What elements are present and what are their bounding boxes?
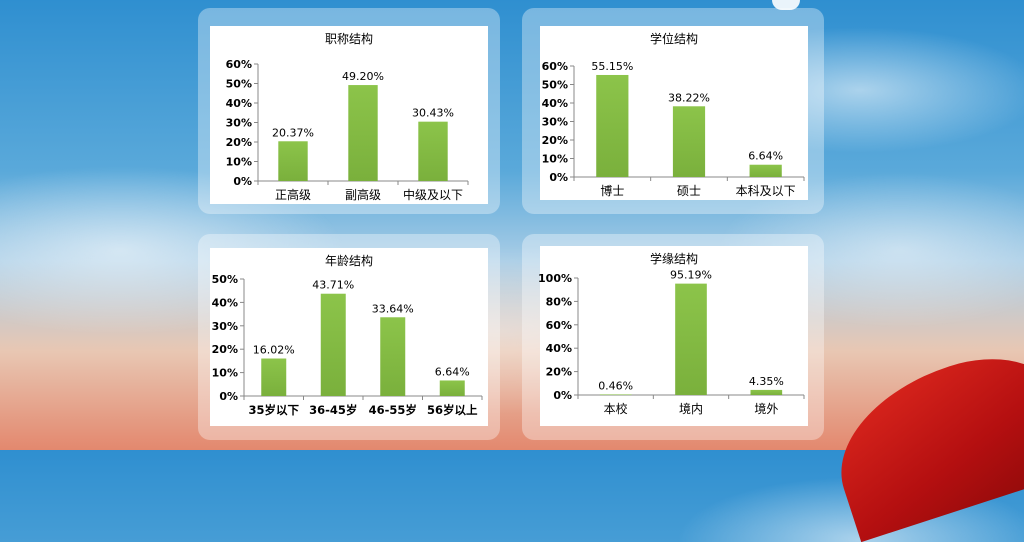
x-tick-label: 境内 xyxy=(679,401,703,416)
x-tick-label: 境外 xyxy=(754,401,778,416)
bar xyxy=(599,394,632,396)
data-label: 6.64% xyxy=(748,150,783,163)
y-tick-label: 40% xyxy=(546,342,572,355)
y-tick-label: 20% xyxy=(542,134,568,147)
y-tick-label: 80% xyxy=(546,295,572,308)
y-tick-label: 10% xyxy=(212,367,238,380)
chart-panel-title-structure: 职称结构 0% 10% 20% 30% 40% 50% 60% 20.37% 正高级 49.20%… xyxy=(198,8,500,214)
data-label: 33.64% xyxy=(372,302,414,315)
y-tick-label: 0% xyxy=(233,175,252,188)
data-label: 38.22% xyxy=(668,91,710,104)
chart-academic-origin: 学缘结构 0% 20% 40% 60% 80% 100% 0.46% 本校 95.19% 境内 4.… xyxy=(538,246,808,426)
bar xyxy=(320,293,346,396)
y-tick-label: 100% xyxy=(538,272,572,285)
red-ribbon-decoration xyxy=(817,337,1024,542)
y-tick-label: 0% xyxy=(549,171,568,184)
chart-title: 学位结构 xyxy=(649,32,698,46)
chart-svg-academic-origin: 0% 20% 40% 60% 80% 100% 0.46% 本校 95.19% 境内 4.35% 境外 xyxy=(538,269,805,416)
y-tick-label: 50% xyxy=(226,78,252,91)
y-tick-label: 30% xyxy=(226,117,252,130)
bar xyxy=(418,121,448,181)
chart-age-structure: 年龄结构 0% 10% 20% 30% 40% 50% 16.02% 35岁以下 43.71% 3… xyxy=(210,248,488,426)
data-label: 43.71% xyxy=(312,279,354,292)
y-tick-label: 30% xyxy=(212,320,238,333)
chart-panel-age-structure: 年龄结构 0% 10% 20% 30% 40% 50% 16.02% 35岁以下 43.71% 3… xyxy=(198,234,500,440)
bar xyxy=(380,317,406,396)
data-label: 49.20% xyxy=(342,70,384,83)
y-tick-label: 40% xyxy=(212,296,238,309)
y-tick-label: 50% xyxy=(542,79,568,92)
chart-svg-degree-structure: 0% 10% 20% 30% 40% 50% 60% 55.15% 博士 38.22% 硕士 6.64… xyxy=(542,60,805,198)
chart-svg-title-structure: 0% 10% 20% 30% 40% 50% 60% 20.37% 正高级 49.20% 副高级 30… xyxy=(226,58,469,202)
y-tick-label: 40% xyxy=(226,97,252,110)
chart-panel-degree-structure: 学位结构 0% 10% 20% 30% 40% 50% 60% 55.15% 博士 38.22% 硕… xyxy=(522,8,824,214)
x-tick-label: 56岁以上 xyxy=(427,403,478,417)
data-label: 0.46% xyxy=(598,379,633,392)
bar xyxy=(675,283,707,395)
chart-title: 年龄结构 xyxy=(324,254,373,268)
data-label: 95.19% xyxy=(670,269,712,282)
y-tick-label: 60% xyxy=(546,319,572,332)
x-tick-label: 本科及以下 xyxy=(736,184,796,198)
x-tick-label: 正高级 xyxy=(275,187,311,202)
chart-title: 职称结构 xyxy=(324,32,373,46)
x-tick-label: 36-45岁 xyxy=(309,403,357,417)
data-label: 55.15% xyxy=(591,60,633,73)
x-tick-label: 博士 xyxy=(600,183,624,198)
data-label: 30.43% xyxy=(412,107,454,120)
x-tick-label: 副高级 xyxy=(345,187,381,202)
x-tick-label: 硕士 xyxy=(677,184,701,198)
y-tick-label: 20% xyxy=(546,366,572,379)
dove-decoration xyxy=(772,0,800,10)
y-tick-label: 60% xyxy=(542,60,568,73)
y-tick-label: 0% xyxy=(219,390,238,403)
y-tick-label: 30% xyxy=(542,116,568,129)
x-tick-label: 46-55岁 xyxy=(369,403,417,417)
y-tick-label: 10% xyxy=(226,156,252,169)
bar xyxy=(261,358,287,396)
y-tick-label: 40% xyxy=(542,97,568,110)
y-tick-label: 50% xyxy=(212,273,238,286)
bar xyxy=(439,380,465,396)
bar xyxy=(750,389,783,395)
chart-title: 学缘结构 xyxy=(649,252,698,266)
chart-title-structure: 职称结构 0% 10% 20% 30% 40% 50% 60% 20.37% 正高级 49.20%… xyxy=(210,26,488,204)
x-tick-label: 本校 xyxy=(604,401,628,416)
data-label: 20.37% xyxy=(272,126,314,139)
y-tick-label: 20% xyxy=(226,136,252,149)
bar xyxy=(596,74,629,177)
chart-degree-structure: 学位结构 0% 10% 20% 30% 40% 50% 60% 55.15% 博士 38.22% 硕… xyxy=(540,26,808,200)
y-tick-label: 0% xyxy=(553,389,572,402)
y-tick-label: 60% xyxy=(226,58,252,71)
x-tick-label: 35岁以下 xyxy=(248,403,299,417)
data-label: 4.35% xyxy=(749,375,784,388)
y-tick-label: 20% xyxy=(212,343,238,356)
bar xyxy=(672,106,706,177)
data-label: 16.02% xyxy=(253,344,295,357)
x-tick-label: 中级及以下 xyxy=(403,187,463,202)
bar xyxy=(749,164,782,177)
y-tick-label: 10% xyxy=(542,153,568,166)
data-label: 6.64% xyxy=(435,365,470,378)
bar xyxy=(348,85,378,181)
chart-svg-age-structure: 0% 10% 20% 30% 40% 50% 16.02% 35岁以下 43.71% 36-45岁… xyxy=(212,273,483,417)
bar xyxy=(278,141,308,181)
chart-panel-academic-origin: 学缘结构 0% 20% 40% 60% 80% 100% 0.46% 本校 95.19% 境内 4.… xyxy=(522,234,824,440)
